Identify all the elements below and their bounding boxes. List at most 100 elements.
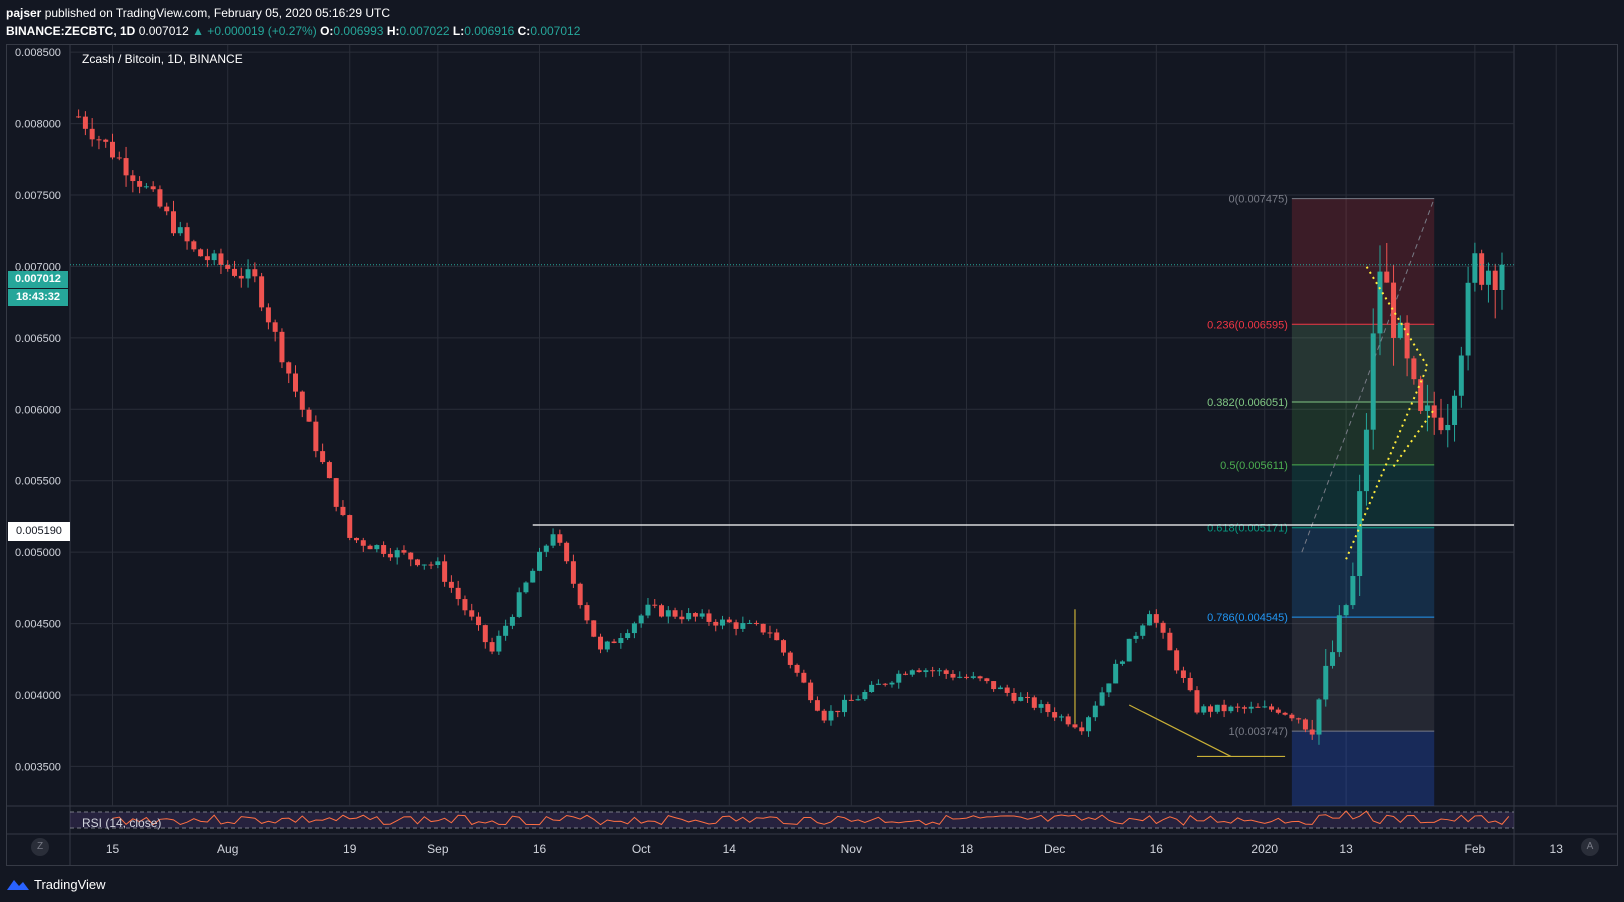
candle-body [611,641,617,644]
tradingview-footer[interactable]: TradingView [6,872,106,896]
candle-body [726,619,732,623]
candle-body [1472,253,1478,283]
candle-body [665,610,671,617]
x-tick-label: 19 [343,842,357,856]
candle-body [1079,727,1085,732]
candle-body [1018,696,1024,701]
candle-body [442,561,448,582]
close-label: C: [517,24,531,38]
candle-body [957,676,963,678]
candle-body [781,640,787,653]
candle-body [625,633,631,639]
rsi-legend[interactable]: RSI (14, close) [82,816,162,830]
candle-body [232,268,238,276]
x-tick-label: 2020 [1251,842,1278,856]
candle-body [713,621,719,626]
candle-body [1208,706,1214,712]
candle-body [1025,696,1031,698]
candle-body [787,652,793,665]
candle-body [862,692,868,700]
fib-zone [1291,464,1435,528]
candle-body [943,670,949,674]
candle-body [523,582,529,593]
candle-body [930,670,936,672]
candle-body [279,331,285,363]
candle-body [1289,714,1295,719]
candle-body [326,462,332,479]
candle-body [1140,625,1146,636]
x-tick-label: 18 [960,842,974,856]
candle-body [408,552,414,560]
candle-body [503,625,509,636]
candle-body [794,664,800,673]
candle-body [1133,635,1139,639]
candle-body [1241,707,1247,709]
candle-body [96,139,102,141]
fib-level-label: 1(0.003747) [1229,726,1288,738]
candle-body [435,561,441,565]
candle-body [103,139,109,142]
candle-body [1045,704,1051,713]
candle-body [1391,282,1397,338]
candle-body [1214,704,1220,712]
candle-body [1248,706,1254,709]
x-tick-label: 13 [1550,842,1564,856]
candle-body [1296,718,1302,720]
fib-zone-extension [1291,731,1435,806]
candle-body [1424,405,1430,411]
candle-body [557,534,563,543]
candle-body [238,275,244,279]
fib-level-label: 0.786(0.004545) [1207,612,1288,624]
auto-scale-button[interactable]: A [1581,838,1599,856]
candle-body [455,587,461,600]
x-tick-label: 16 [533,842,547,856]
candle-body [1357,491,1363,577]
candle-body [591,620,597,637]
candle-body [564,542,570,562]
candle-body [848,699,854,701]
tradingview-logo-icon [7,880,29,890]
candle-body [245,269,251,279]
candle-body [740,623,746,629]
candle-body [672,610,678,617]
candle-body [997,687,1003,690]
candle-body [638,615,644,624]
candle-body [1126,638,1132,662]
candle-body [1445,424,1451,431]
candle-body [1479,253,1485,285]
candle-body [82,116,88,129]
last-price: 0.007012 [138,24,189,38]
candle-body [1418,379,1424,411]
candle-body [1275,709,1281,713]
y-tick-label: 0.008500 [15,47,61,59]
candle-body [143,186,149,188]
candle-body [374,545,380,550]
trend-line [1128,704,1232,757]
fib-level-label: 0.382(0.006051) [1207,397,1288,409]
candle-body [1438,417,1444,431]
candle-body [543,545,549,552]
candle-body [1119,661,1125,664]
candle-body [1235,706,1241,708]
candle-body [1370,333,1376,430]
candle-body [760,623,766,633]
ohlc-line: BINANCE:ZECBTC, 1D 0.007012 ▲ +0.000019 … [6,22,580,40]
candle-body [530,570,536,583]
candle-body [415,559,421,566]
candle-body [570,561,576,584]
candle-body [448,581,454,588]
rsi-line [112,810,1510,826]
zoom-button[interactable]: Z [31,838,49,856]
candle-body [381,545,387,554]
publisher-name[interactable]: pajser [6,6,42,20]
candle-body [1330,652,1336,666]
candle-body [1004,687,1010,693]
candle-body [1336,615,1342,653]
candle-body [1086,717,1092,732]
candle-body [1174,650,1180,671]
candle-body [1343,605,1349,616]
candle-body [828,710,834,721]
candle-body [618,638,624,644]
candle-body [225,264,231,269]
